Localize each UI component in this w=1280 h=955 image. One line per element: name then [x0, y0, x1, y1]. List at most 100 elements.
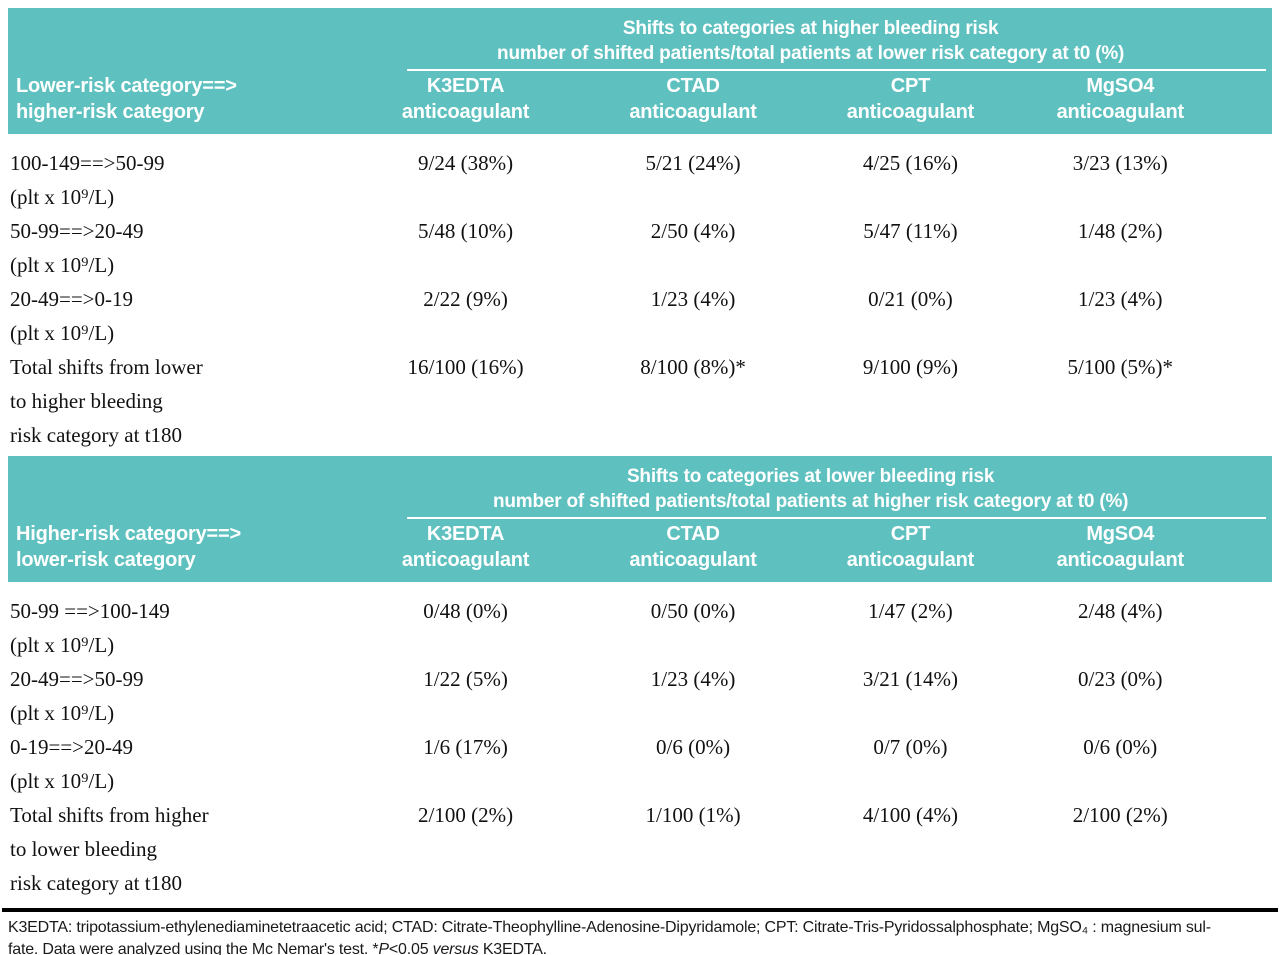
cell-value: 1/100 (1%) [645, 803, 741, 827]
row-label-line: Total shifts from higher [10, 803, 209, 827]
cell-value: 1/47 (2%) [868, 599, 953, 623]
upper-column-header-mgso4: MgSO4 anticoagulant [1017, 73, 1272, 125]
lower-column-header-mgso4: MgSO4 anticoagulant [1017, 521, 1272, 573]
lower-band-title-line2: number of shifted patients/total patient… [492, 491, 1129, 512]
column-name: CPT [890, 523, 931, 545]
upper-column-header-k3edta: K3EDTA anticoagulant [349, 73, 582, 125]
lower-column-header-cpt: CPT anticoagulant [804, 521, 1016, 573]
cell-value: 9/100 (9%) [862, 355, 958, 379]
row-label-line: 50-99==>20-49 [10, 219, 144, 243]
footnote-line2-text: <0.05 [388, 941, 433, 955]
cell-value: 0/50 (0%) [650, 599, 736, 623]
row-label: Total shifts from higher to lower bleedi… [8, 798, 349, 900]
row-label-line: 20-49==>0-19 [10, 287, 134, 311]
upper-band-title-line2: number of shifted patients/total patient… [497, 43, 1125, 64]
cell-value: 3/21 (14%) [862, 667, 958, 691]
cell-value: 0/6 (0%) [656, 735, 731, 759]
table-row: 20-49==>0-19 (plt x 10⁹/L) 2/22 (9%) 1/2… [8, 282, 1272, 350]
row-label: 20-49==>0-19 (plt x 10⁹/L) [8, 282, 349, 350]
table-row-total: Total shifts from higher to lower bleedi… [8, 798, 1272, 900]
upper-header-band: Shifts to categories at higher bleeding … [8, 8, 1272, 134]
column-subname: anticoagulant [846, 101, 975, 123]
cell-value: 5/21 (24%) [645, 151, 741, 175]
upper-row-header-line2: higher-risk category [16, 101, 205, 123]
cell-value: 1/6 (17%) [423, 735, 508, 759]
footnote-p-italic: P [378, 941, 389, 955]
cell-value: 5/47 (11%) [863, 219, 958, 243]
lower-band-title: Shifts to categories at lower bleeding r… [349, 464, 1272, 514]
row-label-line: 100-149==>50-99 [10, 151, 165, 175]
column-subname: anticoagulant [846, 549, 975, 571]
column-subname: anticoagulant [629, 101, 757, 123]
upper-band-underline [407, 69, 1266, 71]
column-subname: anticoagulant [401, 549, 530, 571]
row-label-line: 50-99 ==>100-149 [10, 599, 170, 623]
row-label-line: (plt x 10⁹/L) [10, 769, 115, 793]
cell-value: 2/48 (4%) [1077, 599, 1163, 623]
cell-value: 0/48 (0%) [423, 599, 508, 623]
cell-value: 3/23 (13%) [1072, 151, 1168, 175]
cell-value: 2/22 (9%) [423, 287, 508, 311]
column-name: MgSO4 [1086, 523, 1155, 545]
row-label-line: risk category at t180 [10, 423, 183, 447]
column-name: CPT [890, 75, 931, 97]
cell-value: 8/100 (8%)* [640, 355, 746, 379]
cell-value: 2/50 (4%) [650, 219, 736, 243]
upper-band-title: Shifts to categories at higher bleeding … [349, 16, 1272, 66]
upper-column-header-cpt: CPT anticoagulant [804, 73, 1016, 125]
row-label: 0-19==>20-49 (plt x 10⁹/L) [8, 730, 349, 798]
row-label: 50-99 ==>100-149 (plt x 10⁹/L) [8, 594, 349, 662]
cell-value: 1/23 (4%) [650, 667, 736, 691]
upper-table-body: 100-149==>50-99 (plt x 10⁹/L) 9/24 (38%)… [8, 134, 1272, 456]
row-label-line: (plt x 10⁹/L) [10, 321, 115, 345]
table-row: 100-149==>50-99 (plt x 10⁹/L) 9/24 (38%)… [8, 146, 1272, 214]
table-row: 50-99 ==>100-149 (plt x 10⁹/L) 0/48 (0%)… [8, 594, 1272, 662]
upper-row-header: Lower-risk category==> higher-risk categ… [8, 73, 349, 125]
row-label-line: to lower bleeding [10, 837, 157, 861]
cell-value: 2/100 (2%) [1072, 803, 1168, 827]
lower-row-header-line2: lower-risk category [16, 549, 196, 571]
cell-value: 1/48 (2%) [1077, 219, 1163, 243]
footnote-line2-text: fate. Data were analyzed using the Mc Ne… [8, 941, 379, 955]
cell-value: 5/100 (5%)* [1067, 355, 1174, 379]
cell-value: 4/100 (4%) [862, 803, 958, 827]
row-label-line: risk category at t180 [10, 871, 183, 895]
table-row: 50-99==>20-49 (plt x 10⁹/L) 5/48 (10%) 2… [8, 214, 1272, 282]
lower-table-body: 50-99 ==>100-149 (plt x 10⁹/L) 0/48 (0%)… [8, 582, 1272, 904]
upper-row-header-line1: Lower-risk category==> [16, 75, 237, 97]
upper-band-title-line1: Shifts to categories at higher bleeding … [622, 18, 999, 39]
row-label: 100-149==>50-99 (plt x 10⁹/L) [8, 146, 349, 214]
footnote-line2-text: K3EDTA. [478, 941, 547, 955]
row-label: 50-99==>20-49 (plt x 10⁹/L) [8, 214, 349, 282]
column-name: K3EDTA [426, 75, 505, 97]
cell-value: 1/23 (4%) [1077, 287, 1163, 311]
table-row: 0-19==>20-49 (plt x 10⁹/L) 1/6 (17%) 0/6… [8, 730, 1272, 798]
cell-value: 16/100 (16%) [407, 355, 524, 379]
cell-value: 9/24 (38%) [418, 151, 514, 175]
row-label-line: 20-49==>50-99 [10, 667, 144, 691]
footnote-line2: fate. Data were analyzed using the Mc Ne… [8, 939, 1272, 955]
cell-value: 1/23 (4%) [650, 287, 736, 311]
row-label-line: (plt x 10⁹/L) [10, 253, 115, 277]
row-label-line: Total shifts from lower [10, 355, 203, 379]
column-name: MgSO4 [1086, 75, 1155, 97]
column-subname: anticoagulant [401, 101, 530, 123]
row-label-line: (plt x 10⁹/L) [10, 185, 115, 209]
lower-row-header-line1: Higher-risk category==> [16, 523, 241, 545]
footnote-versus-italic: versus [432, 941, 479, 955]
cell-value: 2/100 (2%) [418, 803, 514, 827]
row-label-line: (plt x 10⁹/L) [10, 701, 115, 725]
column-name: CTAD [666, 75, 720, 97]
lower-band-underline [407, 517, 1266, 519]
cell-value: 0/23 (0%) [1077, 667, 1163, 691]
cell-value: 4/25 (16%) [862, 151, 958, 175]
column-subname: anticoagulant [1056, 549, 1185, 571]
lower-column-header-ctad: CTAD anticoagulant [582, 521, 804, 573]
lower-band-title-line1: Shifts to categories at lower bleeding r… [626, 466, 995, 487]
column-name: K3EDTA [426, 523, 505, 545]
row-label-line: to higher bleeding [10, 389, 163, 413]
lower-row-header: Higher-risk category==> lower-risk categ… [8, 521, 349, 573]
lower-column-header-k3edta: K3EDTA anticoagulant [349, 521, 582, 573]
cell-value: 0/21 (0%) [868, 287, 953, 311]
